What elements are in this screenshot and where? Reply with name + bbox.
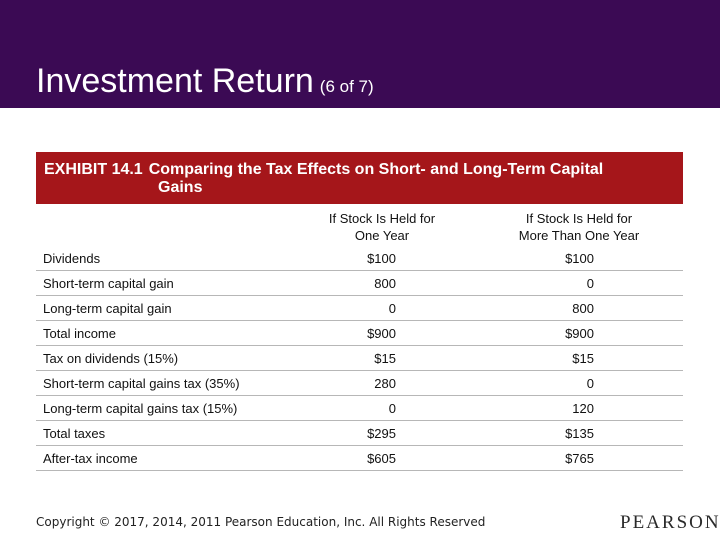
cell-one-year: $15 — [374, 351, 396, 366]
table-row: Dividends $100 $100 — [36, 246, 683, 271]
cell-more-than-one-year: 800 — [572, 301, 594, 316]
cell-more-than-one-year: 120 — [572, 401, 594, 416]
table-row: After-tax income $605 $765 — [36, 446, 683, 471]
table-row: Tax on dividends (15%) $15 $15 — [36, 346, 683, 371]
row-label: Total income — [43, 326, 116, 341]
cell-one-year: 800 — [374, 276, 396, 291]
exhibit-number: EXHIBIT 14.1 — [44, 161, 143, 178]
table-row: Long-term capital gains tax (15%) 0 120 — [36, 396, 683, 421]
row-label: Long-term capital gain — [43, 301, 172, 316]
column-header-line1: If Stock Is Held for — [328, 211, 436, 226]
table-row: Total income $900 $900 — [36, 321, 683, 346]
cell-more-than-one-year: $15 — [572, 351, 594, 366]
row-label: Long-term capital gains tax (15%) — [43, 401, 238, 416]
row-label: Short-term capital gain — [43, 276, 174, 291]
table-row: Long-term capital gain 0 800 — [36, 296, 683, 321]
row-label: Total taxes — [43, 426, 106, 441]
cell-more-than-one-year: $900 — [565, 326, 594, 341]
slide-title-suffix: (6 of 7) — [319, 77, 374, 96]
exhibit-title-line2: Gains — [158, 179, 203, 196]
cell-one-year: $295 — [367, 426, 396, 441]
column-header-more-than-one-year: If Stock Is Held for More Than One Year — [494, 210, 664, 244]
table-row: Total taxes $295 $135 — [36, 421, 683, 446]
cell-more-than-one-year: 0 — [586, 376, 594, 391]
column-header-one-year: If Stock Is Held for One Year — [297, 210, 467, 244]
row-label: Short-term capital gains tax (35%) — [43, 376, 240, 391]
pearson-logo: PEARSON — [620, 512, 720, 533]
header-band — [0, 0, 720, 108]
table-row: Short-term capital gain 800 0 — [36, 271, 683, 296]
copyright-notice: Copyright © 2017, 2014, 2011 Pearson Edu… — [36, 515, 486, 529]
column-header-line1: If Stock Is Held for — [525, 211, 633, 226]
cell-one-year: 0 — [388, 301, 396, 316]
row-label: Tax on dividends (15%) — [43, 351, 179, 366]
cell-more-than-one-year: $100 — [565, 251, 594, 266]
exhibit-title-line1: Comparing the Tax Effects on Short- and … — [148, 161, 604, 178]
slide-title-text: Investment Return — [36, 62, 314, 100]
cell-one-year: $900 — [367, 326, 396, 341]
cell-more-than-one-year: $765 — [565, 451, 594, 466]
cell-one-year: $100 — [367, 251, 396, 266]
exhibit-banner: EXHIBIT 14.1 Comparing the Tax Effects on… — [36, 152, 683, 204]
row-label: Dividends — [43, 251, 101, 266]
column-header-line2: More Than One Year — [518, 228, 640, 243]
table-row: Short-term capital gains tax (35%) 280 0 — [36, 371, 683, 396]
row-label: After-tax income — [43, 451, 138, 466]
tax-effects-table: Dividends $100 $100 Short-term capital g… — [36, 246, 683, 471]
cell-more-than-one-year: 0 — [586, 276, 594, 291]
cell-one-year: 0 — [388, 401, 396, 416]
column-header-line2: One Year — [354, 228, 410, 243]
cell-one-year: $605 — [367, 451, 396, 466]
cell-one-year: 280 — [374, 376, 396, 391]
slide-title: Investment Return (6 of 7) — [36, 62, 374, 101]
cell-more-than-one-year: $135 — [565, 426, 594, 441]
